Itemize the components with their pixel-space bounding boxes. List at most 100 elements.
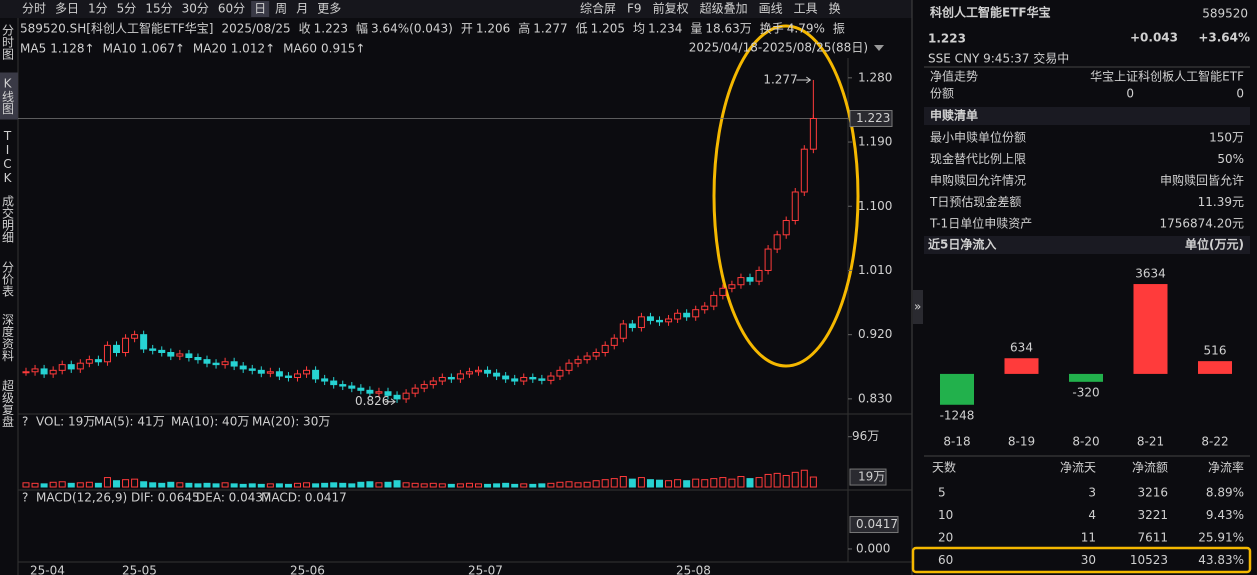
list-label: 现金替代比例上限 bbox=[930, 151, 1026, 166]
macd-last-box bbox=[849, 516, 899, 534]
toolbar-tab[interactable]: 5分 bbox=[117, 2, 137, 16]
candle-body bbox=[719, 287, 727, 296]
candle-body bbox=[438, 376, 446, 382]
toolbar-button[interactable]: 换 bbox=[829, 2, 841, 16]
vol-header: MA(5): 41万 bbox=[94, 415, 165, 429]
candle-body bbox=[339, 384, 347, 387]
toolbar-tab[interactable]: 更多 bbox=[317, 2, 341, 16]
candle-body bbox=[158, 349, 166, 354]
sidebar-tab[interactable]: TICK bbox=[1, 129, 15, 185]
volume-bar bbox=[791, 471, 799, 488]
inflow-label: 3634 bbox=[1135, 267, 1166, 281]
volume-bar bbox=[764, 473, 772, 488]
inflow-category: 8-22 bbox=[1201, 435, 1228, 449]
ma-value: 0.915↑ bbox=[321, 42, 365, 56]
volume-bar bbox=[411, 482, 419, 488]
volume-bar bbox=[384, 481, 392, 488]
vol-last-label: 19万 bbox=[858, 470, 885, 484]
toolbar-button[interactable]: 工具 bbox=[794, 2, 818, 16]
candle-body bbox=[122, 337, 130, 354]
highlight-row bbox=[911, 546, 1252, 574]
candle-body bbox=[511, 378, 519, 382]
active-tab bbox=[251, 1, 270, 17]
volume-bar bbox=[22, 482, 30, 488]
volume-bar bbox=[375, 482, 383, 488]
sidebar-tab[interactable]: K线图 bbox=[1, 77, 15, 115]
toolbar-tab[interactable]: 日 bbox=[254, 2, 266, 16]
candle-body bbox=[574, 359, 582, 364]
toolbar-button[interactable]: 前复权 bbox=[653, 1, 689, 16]
candle-body bbox=[402, 392, 410, 400]
candle-body bbox=[312, 369, 320, 380]
volume-bar bbox=[284, 483, 292, 488]
volume-bar bbox=[665, 480, 673, 488]
table-cell: 10 bbox=[938, 508, 953, 522]
y-tick-label: 0.000 bbox=[856, 541, 890, 555]
toolbar-tab[interactable]: 月 bbox=[296, 2, 308, 16]
toolbar-tab[interactable]: 1分 bbox=[88, 2, 108, 16]
table-cell: 8.89% bbox=[1206, 486, 1244, 500]
volume-bar bbox=[185, 482, 193, 488]
candle-body bbox=[185, 353, 193, 358]
toolbar-tab[interactable]: 分时 bbox=[22, 2, 46, 16]
volume-bar bbox=[321, 482, 329, 488]
macd-header: MACD: 0.0417 bbox=[261, 491, 347, 505]
list-label: 最小申赎单位份额 bbox=[930, 130, 1026, 145]
table-cell: 3 bbox=[1088, 486, 1096, 500]
candle-body bbox=[330, 380, 338, 386]
volume-bar bbox=[511, 483, 519, 488]
ma-name: MA60 bbox=[283, 42, 317, 56]
inflow-category: 8-21 bbox=[1137, 435, 1164, 449]
low-arrow bbox=[385, 398, 396, 406]
table-header: 净流率 bbox=[1208, 460, 1244, 475]
candle-body bbox=[809, 118, 817, 150]
toolbar-tab[interactable]: 周 bbox=[275, 2, 287, 16]
candle-body bbox=[619, 323, 627, 339]
table-cell: 3216 bbox=[1137, 486, 1168, 500]
toolbar-tab[interactable]: 15分 bbox=[145, 2, 172, 16]
candle-body bbox=[366, 389, 374, 394]
volume-bar bbox=[556, 481, 564, 488]
toolbar-tab[interactable]: 多日 bbox=[55, 2, 79, 16]
toolbar-tab[interactable]: 60分 bbox=[218, 2, 245, 16]
volume-bar bbox=[502, 482, 510, 488]
x-tick-label: 25-04 bbox=[30, 564, 65, 575]
macd-header: MACD(12,26,9) bbox=[36, 491, 127, 505]
collapse-handle[interactable] bbox=[913, 290, 923, 324]
volume-bar bbox=[800, 469, 808, 488]
table-cell: 5 bbox=[938, 486, 946, 500]
candle-body bbox=[447, 376, 455, 380]
vol-header: MA(10): 40万 bbox=[171, 415, 249, 429]
sidebar-tab[interactable]: 成交明细 bbox=[1, 195, 15, 243]
toolbar-button[interactable]: 综合屏 bbox=[580, 1, 616, 16]
volume-bar bbox=[628, 478, 636, 488]
toolbar-tab[interactable]: 30分 bbox=[182, 2, 209, 16]
inflow-bar bbox=[940, 373, 974, 405]
volume-bar bbox=[330, 482, 338, 488]
panel-status: SSE CNY 9:45:37 交易中 bbox=[928, 51, 1069, 66]
sidebar-tab[interactable]: 分时图 bbox=[1, 24, 15, 60]
table-cell: 30 bbox=[1081, 553, 1096, 567]
volume-bar bbox=[393, 480, 401, 488]
date: 2025/08/25 bbox=[221, 22, 290, 36]
date-range: 2025/04/18-2025/08/25(88日) bbox=[689, 41, 868, 55]
y-tick-label: 96万 bbox=[852, 429, 879, 443]
sidebar-tab[interactable]: 超级复盘 bbox=[1, 378, 15, 427]
candle-body bbox=[67, 364, 75, 370]
candle-body bbox=[755, 269, 763, 282]
toolbar-button[interactable]: 超级叠加 bbox=[700, 1, 748, 16]
candle-body bbox=[230, 361, 238, 367]
toolbar-button[interactable]: 画线 bbox=[759, 2, 783, 16]
y-tick-label: 1.010 bbox=[858, 263, 892, 277]
vol-header: VOL: 19万 bbox=[36, 415, 95, 429]
candle-body bbox=[529, 376, 537, 380]
table-header: 天数 bbox=[932, 460, 956, 475]
sidebar-tab[interactable]: 深度资料 bbox=[1, 313, 15, 361]
section-unit: 单位(万元) bbox=[1185, 237, 1244, 252]
table-cell: 4 bbox=[1088, 508, 1096, 522]
ma-value: 1.128↑ bbox=[50, 42, 94, 56]
sidebar-tab[interactable]: 分价表 bbox=[1, 261, 15, 297]
toolbar-button[interactable]: F9 bbox=[627, 2, 642, 16]
row-value: 0 bbox=[1236, 87, 1244, 101]
table-cell: 43.83% bbox=[1198, 553, 1244, 567]
